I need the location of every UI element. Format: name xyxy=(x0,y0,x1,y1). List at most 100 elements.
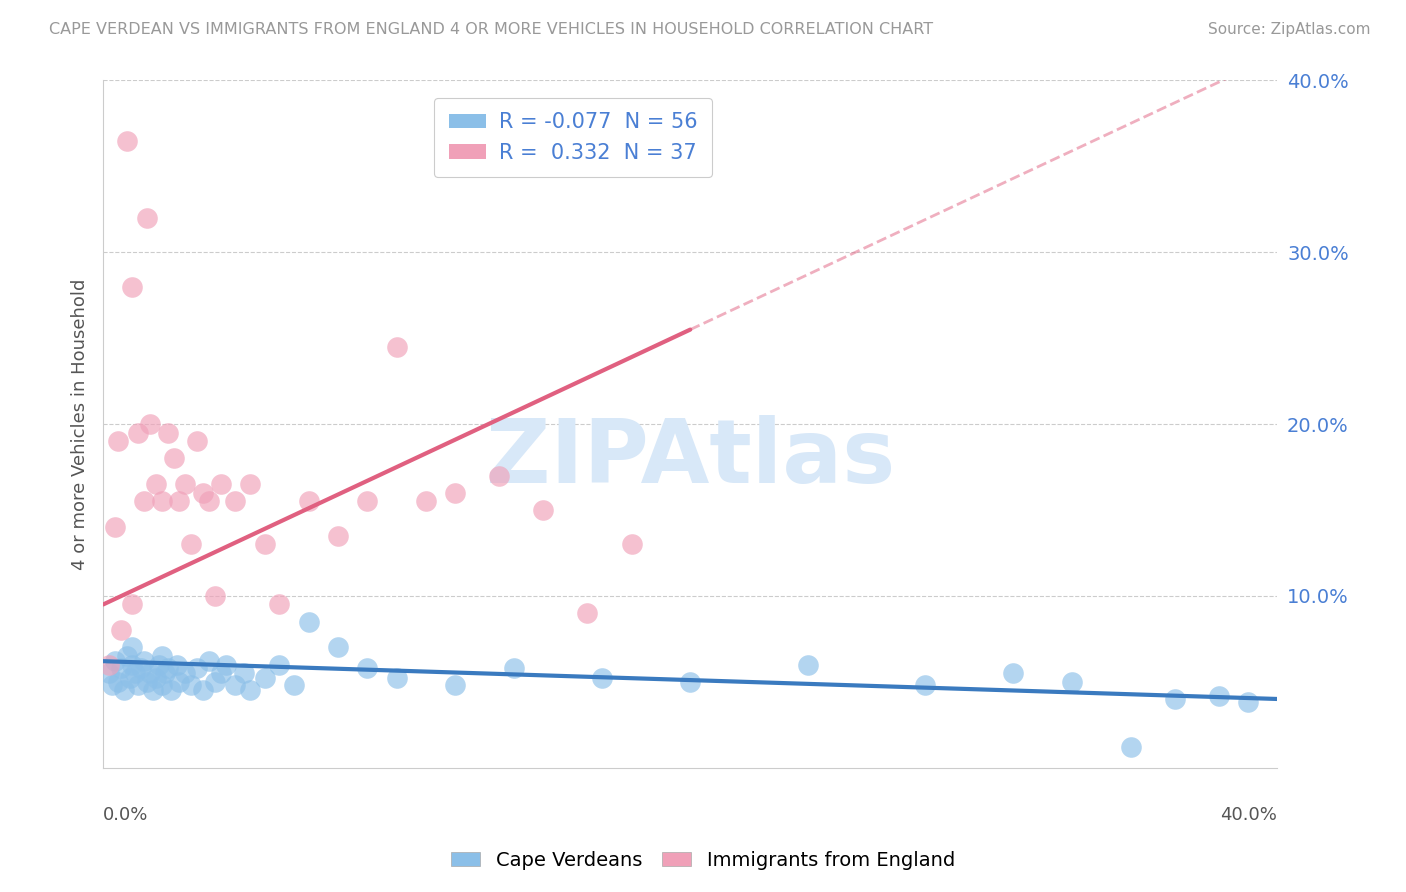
Point xyxy=(1208,689,1230,703)
Point xyxy=(174,477,197,491)
Point xyxy=(415,494,437,508)
Point xyxy=(115,648,138,663)
Point xyxy=(444,678,467,692)
Point xyxy=(326,640,349,655)
Point xyxy=(104,654,127,668)
Point xyxy=(298,615,321,629)
Point xyxy=(204,589,226,603)
Point xyxy=(156,661,179,675)
Point xyxy=(283,678,305,692)
Point xyxy=(180,678,202,692)
Point xyxy=(488,468,510,483)
Point xyxy=(162,451,184,466)
Point xyxy=(444,485,467,500)
Point xyxy=(110,661,132,675)
Point xyxy=(169,494,191,508)
Point xyxy=(104,520,127,534)
Legend: R = -0.077  N = 56, R =  0.332  N = 37: R = -0.077 N = 56, R = 0.332 N = 37 xyxy=(434,98,711,178)
Point xyxy=(107,674,129,689)
Point xyxy=(186,434,208,449)
Point xyxy=(233,666,256,681)
Point xyxy=(121,279,143,293)
Text: CAPE VERDEAN VS IMMIGRANTS FROM ENGLAND 4 OR MORE VEHICLES IN HOUSEHOLD CORRELAT: CAPE VERDEAN VS IMMIGRANTS FROM ENGLAND … xyxy=(49,22,934,37)
Point xyxy=(191,683,214,698)
Point xyxy=(186,661,208,675)
Point xyxy=(169,674,191,689)
Point xyxy=(503,661,526,675)
Point xyxy=(385,340,408,354)
Point xyxy=(576,606,599,620)
Point xyxy=(591,671,613,685)
Point xyxy=(98,657,121,672)
Point xyxy=(385,671,408,685)
Point xyxy=(134,654,156,668)
Point xyxy=(156,425,179,440)
Point xyxy=(121,657,143,672)
Y-axis label: 4 or more Vehicles in Household: 4 or more Vehicles in Household xyxy=(72,278,89,570)
Point xyxy=(127,678,149,692)
Point xyxy=(174,666,197,681)
Point xyxy=(101,678,124,692)
Point xyxy=(215,657,238,672)
Point xyxy=(136,211,159,225)
Point xyxy=(679,674,702,689)
Point xyxy=(620,537,643,551)
Text: 0.0%: 0.0% xyxy=(103,805,149,823)
Point xyxy=(98,666,121,681)
Point xyxy=(326,529,349,543)
Point xyxy=(139,417,162,431)
Point xyxy=(1119,740,1142,755)
Point xyxy=(142,683,165,698)
Point xyxy=(115,134,138,148)
Point xyxy=(136,674,159,689)
Point xyxy=(145,477,167,491)
Point xyxy=(356,494,378,508)
Point xyxy=(153,666,176,681)
Point xyxy=(533,503,555,517)
Point xyxy=(145,671,167,685)
Point xyxy=(107,434,129,449)
Point xyxy=(150,678,173,692)
Point xyxy=(139,666,162,681)
Point xyxy=(191,485,214,500)
Point xyxy=(134,494,156,508)
Point xyxy=(269,657,291,672)
Text: Source: ZipAtlas.com: Source: ZipAtlas.com xyxy=(1208,22,1371,37)
Point xyxy=(159,683,181,698)
Point xyxy=(118,671,141,685)
Point xyxy=(150,494,173,508)
Point xyxy=(239,477,262,491)
Point xyxy=(180,537,202,551)
Point xyxy=(129,661,152,675)
Point xyxy=(204,674,226,689)
Point xyxy=(209,477,232,491)
Text: ZIPAtlas: ZIPAtlas xyxy=(485,415,894,502)
Point xyxy=(914,678,936,692)
Point xyxy=(121,640,143,655)
Point xyxy=(239,683,262,698)
Point xyxy=(1163,692,1185,706)
Point xyxy=(198,494,221,508)
Point xyxy=(209,666,232,681)
Text: 40.0%: 40.0% xyxy=(1220,805,1277,823)
Point xyxy=(166,657,188,672)
Legend: Cape Verdeans, Immigrants from England: Cape Verdeans, Immigrants from England xyxy=(443,843,963,878)
Point xyxy=(1002,666,1025,681)
Point xyxy=(298,494,321,508)
Point xyxy=(269,598,291,612)
Point xyxy=(127,425,149,440)
Point xyxy=(796,657,818,672)
Point xyxy=(224,678,246,692)
Point xyxy=(1060,674,1083,689)
Point xyxy=(253,671,276,685)
Point xyxy=(150,648,173,663)
Point xyxy=(110,624,132,638)
Point xyxy=(112,683,135,698)
Point xyxy=(253,537,276,551)
Point xyxy=(356,661,378,675)
Point xyxy=(224,494,246,508)
Point xyxy=(124,666,146,681)
Point xyxy=(148,657,170,672)
Point xyxy=(121,598,143,612)
Point xyxy=(1237,695,1260,709)
